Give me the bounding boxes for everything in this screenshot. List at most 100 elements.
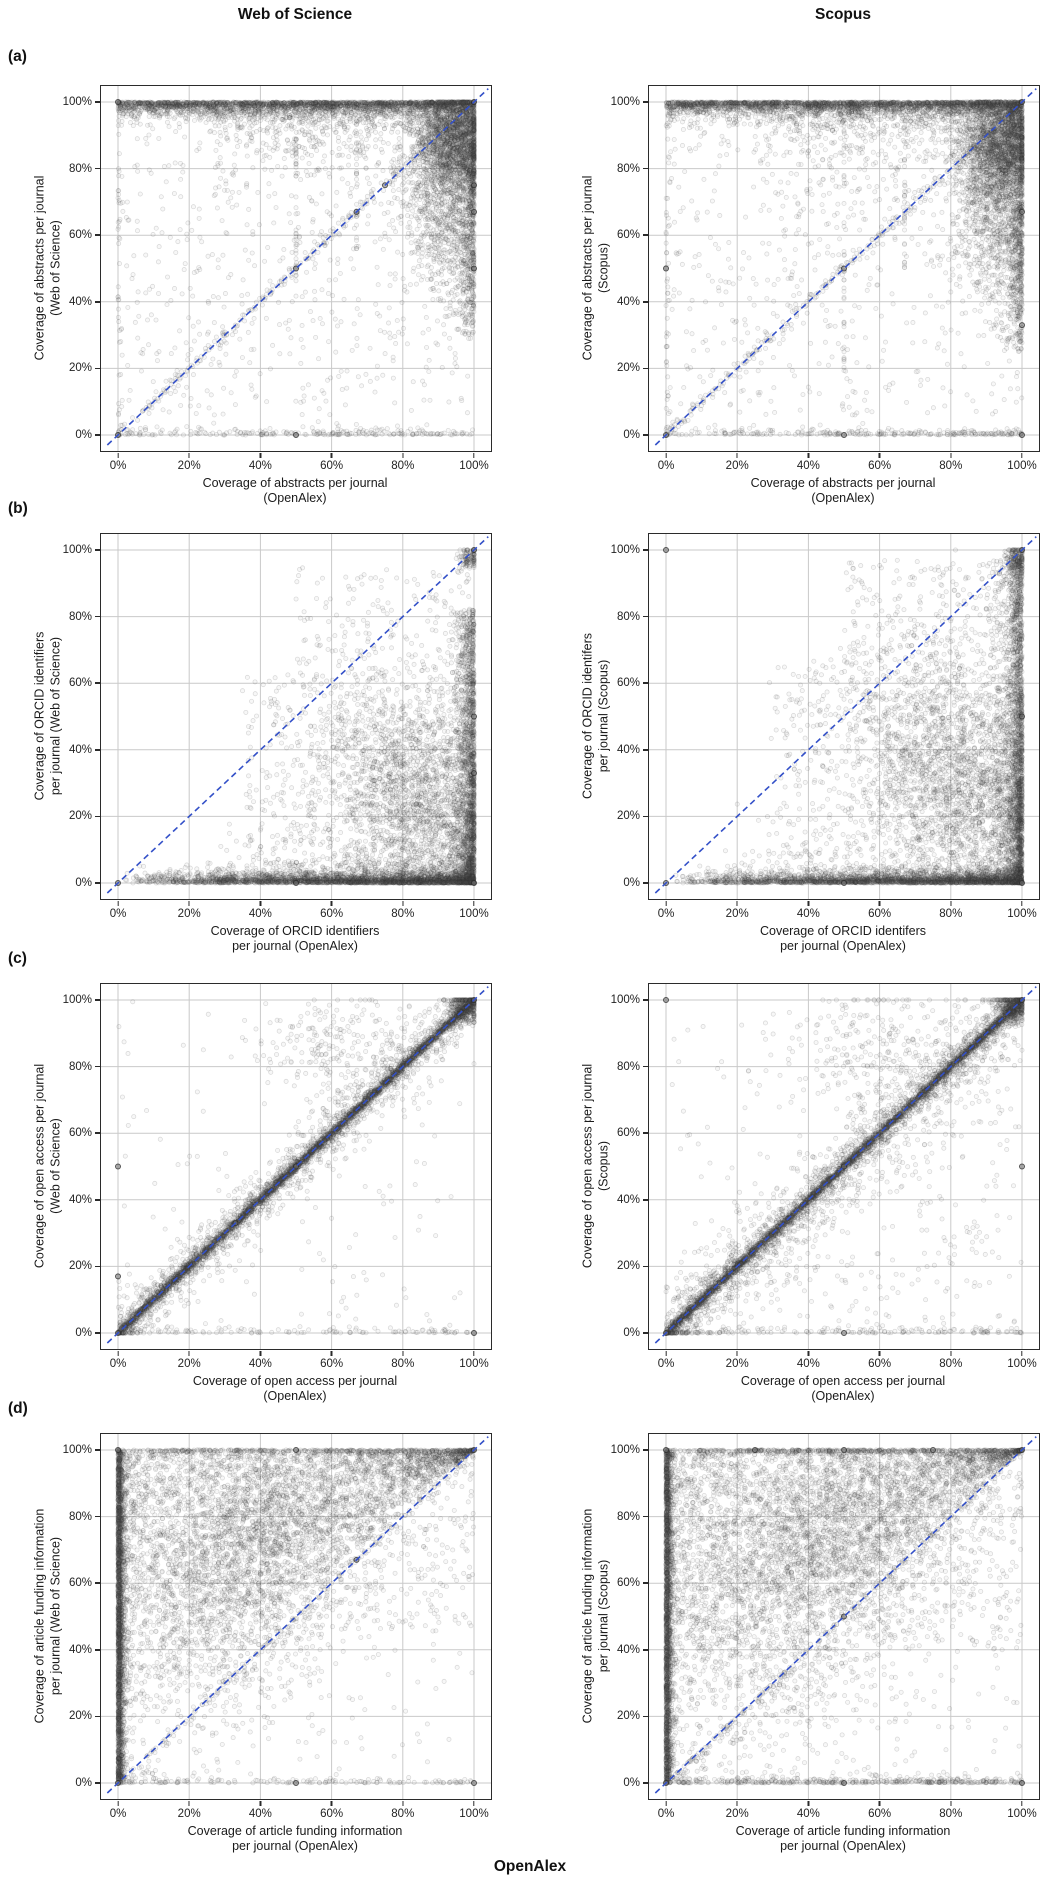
panel-letter-c: (c) — [8, 950, 27, 967]
x-axis-label: Coverage of article funding information p… — [648, 1824, 1038, 1854]
x-axis-label: Coverage of ORCID identifiers per journal… — [100, 924, 490, 954]
y-tick-label: 40% — [40, 1194, 100, 1206]
x-axis-label-line1: Coverage of open access per journal — [740, 1374, 946, 1388]
x-tick-label: 60% — [868, 1801, 892, 1820]
scatter-canvas — [100, 983, 492, 1350]
y-tick-label: 20% — [588, 362, 648, 374]
x-axis-label-line2: per journal (OpenAlex) — [780, 939, 906, 953]
y-tick-label: 0% — [40, 1777, 100, 1789]
y-tick-label: 0% — [588, 877, 648, 889]
x-tick-label: 40% — [248, 1351, 272, 1370]
x-axis-label: Coverage of abstracts per journal (OpenAl… — [648, 476, 1038, 506]
scatter-canvas — [100, 533, 492, 900]
y-tick-label: 20% — [40, 362, 100, 374]
x-tick-label: 80% — [939, 1351, 963, 1370]
x-tick-label: 60% — [320, 901, 344, 920]
x-tick-label: 0% — [109, 1351, 127, 1370]
y-tick-label: 100% — [588, 994, 648, 1006]
x-axis-label-line1: Coverage of open access per journal — [192, 1374, 398, 1388]
x-tick-label: 40% — [796, 1351, 820, 1370]
x-axis-label-line2: (OpenAlex) — [811, 491, 875, 505]
x-tick-label: 100% — [1007, 453, 1037, 472]
x-axis-label-line1: Coverage of article funding information — [187, 1824, 403, 1838]
x-tick-label: 40% — [248, 453, 272, 472]
x-tick-label: 20% — [177, 901, 201, 920]
x-tick-label: 100% — [459, 901, 489, 920]
y-tick-label: 0% — [588, 429, 648, 441]
y-tick-label: 20% — [588, 1260, 648, 1272]
y-tick-label: 20% — [40, 1710, 100, 1722]
x-axis-label: Coverage of ORCID identifers per journal … — [648, 924, 1038, 954]
panel-letter-b: (b) — [8, 500, 28, 517]
x-tick-label: 80% — [391, 453, 415, 472]
scatter-canvas — [648, 533, 1040, 900]
y-tick-label: 80% — [588, 163, 648, 175]
x-tick-label: 40% — [796, 901, 820, 920]
y-tick-label: 60% — [40, 1577, 100, 1589]
y-axis-label-line1: Coverage of article funding information — [580, 1508, 595, 1723]
x-tick-label: 80% — [391, 901, 415, 920]
y-tick-label: 100% — [588, 96, 648, 108]
x-tick-label: 80% — [391, 1801, 415, 1820]
x-tick-label: 20% — [177, 453, 201, 472]
x-tick-label: 0% — [657, 1801, 675, 1820]
x-tick-label: 60% — [320, 1351, 344, 1370]
scatter-canvas — [100, 1433, 492, 1800]
column-title-scopus: Scopus — [815, 6, 871, 23]
y-tick-label: 100% — [40, 994, 100, 1006]
x-tick-label: 20% — [725, 1801, 749, 1820]
x-axis-label-line2: per journal (OpenAlex) — [232, 1839, 358, 1853]
x-tick-label: 0% — [109, 901, 127, 920]
x-tick-label: 40% — [796, 1801, 820, 1820]
x-axis-label-line2: (OpenAlex) — [263, 491, 327, 505]
y-tick-label: 60% — [588, 229, 648, 241]
x-tick-label: 20% — [725, 901, 749, 920]
y-tick-label: 100% — [40, 544, 100, 556]
x-axis-label-line1: Coverage of ORCID identifers — [759, 924, 927, 938]
y-tick-label: 60% — [588, 1127, 648, 1139]
y-tick-label: 60% — [40, 677, 100, 689]
panel-letter-d: (d) — [8, 1400, 28, 1417]
y-tick-label: 80% — [40, 163, 100, 175]
x-tick-label: 20% — [725, 453, 749, 472]
x-tick-label: 20% — [177, 1801, 201, 1820]
x-tick-label: 40% — [248, 1801, 272, 1820]
y-tick-label: 20% — [40, 810, 100, 822]
column-title-web-of-science: Web of Science — [237, 6, 353, 23]
x-tick-label: 40% — [248, 901, 272, 920]
x-tick-label: 60% — [868, 901, 892, 920]
y-tick-label: 40% — [588, 744, 648, 756]
x-axis-label: Coverage of article funding information p… — [100, 1824, 490, 1854]
x-axis-label: Coverage of open access per journal (Open… — [648, 1374, 1038, 1404]
y-tick-label: 20% — [588, 1710, 648, 1722]
x-tick-label: 0% — [109, 453, 127, 472]
x-tick-label: 100% — [1007, 1351, 1037, 1370]
x-tick-label: 60% — [320, 1801, 344, 1820]
y-tick-label: 100% — [40, 1444, 100, 1456]
y-tick-label: 80% — [588, 611, 648, 623]
bottom-axis-title-openalex: OpenAlex — [493, 1858, 567, 1875]
y-tick-label: 40% — [40, 744, 100, 756]
x-tick-label: 100% — [459, 453, 489, 472]
x-axis-label: Coverage of open access per journal (Open… — [100, 1374, 490, 1404]
y-tick-label: 20% — [40, 1260, 100, 1272]
x-tick-label: 0% — [657, 1351, 675, 1370]
scatter-canvas — [648, 1433, 1040, 1800]
y-tick-label: 60% — [588, 1577, 648, 1589]
x-axis-label-line1: Coverage of ORCID identifiers — [210, 924, 380, 938]
panel-letter-a: (a) — [8, 48, 27, 65]
x-axis-label-line2: (OpenAlex) — [811, 1389, 875, 1403]
y-axis-label: Coverage of article funding information p… — [581, 1426, 612, 1806]
y-tick-label: 40% — [40, 1644, 100, 1656]
x-tick-label: 0% — [657, 901, 675, 920]
y-tick-label: 0% — [40, 1327, 100, 1339]
